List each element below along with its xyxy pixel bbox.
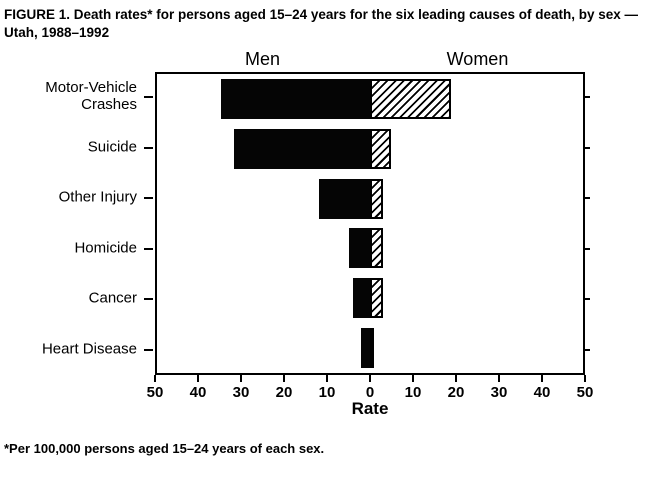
x-tick-label: 30 (490, 384, 508, 401)
x-tick-label: 10 (404, 384, 422, 401)
bar-row-cancer (157, 273, 583, 323)
men-bar-motor-vehicle-crashes (220, 78, 370, 119)
bar-row-suicide (157, 124, 583, 174)
category-tick (144, 146, 153, 149)
x-axis: 50 40 30 20 10 0 10 20 30 40 50 (147, 375, 593, 403)
x-tick-label: 50 (576, 384, 594, 401)
x-tick-label: 40 (189, 384, 207, 401)
right-tick (585, 247, 590, 250)
figure-title: FIGURE 1. Death rates* for persons aged … (4, 7, 638, 40)
x-tick (154, 375, 156, 382)
women-bar-cancer (370, 278, 383, 319)
right-axis-ticks (585, 72, 593, 375)
bar-row-motor-vehicle-crashes (157, 74, 583, 124)
men-bar-other-injury (318, 178, 370, 219)
x-tick (541, 375, 543, 382)
men-bar-heart-disease (361, 328, 370, 369)
x-tick-label: 10 (318, 384, 336, 401)
x-tick (455, 375, 457, 382)
category-label-homicide: Homicide (74, 239, 137, 257)
x-tick (412, 375, 414, 382)
women-bar-heart-disease (370, 328, 375, 369)
x-tick-label: 20 (447, 384, 465, 401)
women-bar-homicide (370, 228, 383, 269)
women-bar-other-injury (370, 178, 383, 219)
category-label-heart-disease: Heart Disease (41, 340, 137, 358)
men-bar-homicide (348, 228, 370, 269)
category-label-motor-vehicle-crashes: Motor-Vehicle Crashes (45, 79, 137, 114)
footnote: *Per 100,000 persons aged 15–24 years of… (4, 441, 325, 456)
bar-row-homicide (157, 224, 583, 274)
x-tick (326, 375, 328, 382)
bar-row-heart-disease (157, 323, 583, 373)
category-tick (144, 96, 153, 99)
x-tick (240, 375, 242, 382)
bar-row-other-injury (157, 174, 583, 224)
right-tick (585, 96, 590, 99)
x-tick (197, 375, 199, 382)
x-tick-label: 30 (232, 384, 250, 401)
women-bar-motor-vehicle-crashes (370, 78, 451, 119)
right-tick (585, 298, 590, 301)
category-tick (144, 247, 153, 250)
plot-area (155, 72, 585, 375)
x-tick-label: 20 (275, 384, 293, 401)
x-tick-label: 40 (533, 384, 551, 401)
category-label-cancer: Cancer (88, 289, 137, 307)
right-tick (585, 197, 590, 200)
right-tick (585, 146, 590, 149)
x-tick (283, 375, 285, 382)
x-tick (584, 375, 586, 382)
category-label-suicide: Suicide (87, 138, 137, 156)
men-column-header: Men (244, 49, 280, 69)
women-column-header: Women (446, 49, 509, 69)
category-tick (144, 197, 153, 200)
category-tick (144, 348, 153, 351)
women-bar-suicide (370, 128, 392, 169)
category-label-other-injury: Other Injury (58, 188, 137, 206)
x-tick (498, 375, 500, 382)
x-tick-label: 0 (365, 384, 375, 401)
x-axis-title: Rate (351, 399, 389, 418)
x-tick (369, 375, 371, 382)
category-axis: Motor-Vehicle Crashes Suicide Other Injury… (0, 72, 155, 375)
x-tick-label: 50 (146, 384, 164, 401)
right-tick (585, 348, 590, 351)
men-bar-suicide (233, 128, 370, 169)
men-bar-cancer (352, 278, 370, 319)
category-tick (144, 298, 153, 301)
